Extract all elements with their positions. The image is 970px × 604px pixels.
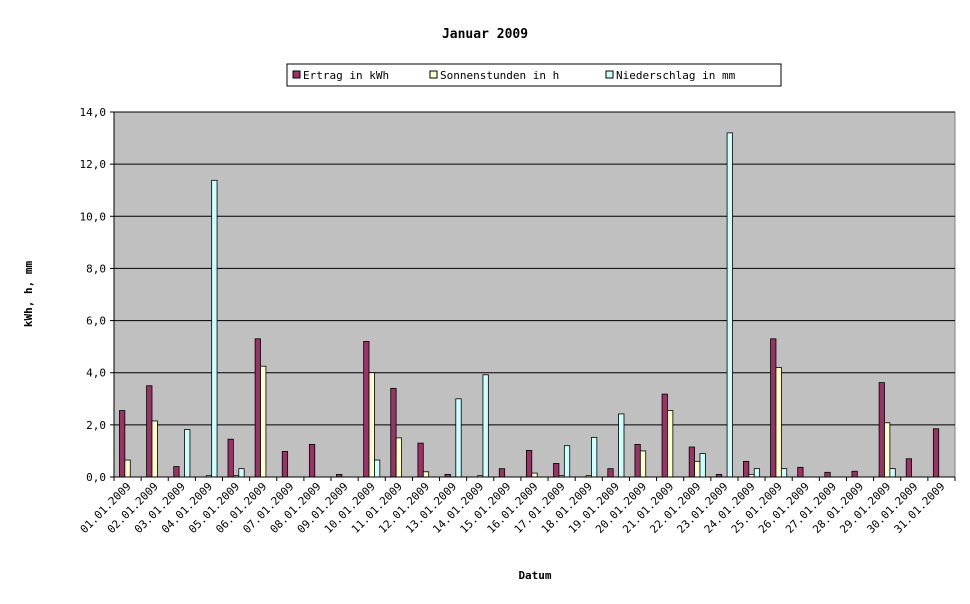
bar-ertrag (905, 458, 913, 478)
bar-niederschlag (699, 453, 706, 478)
bar-niederschlag (455, 398, 462, 478)
y-axis-ticks: 0,0 2,0 4,0 6,0 8,0 10,0 12,0 14,0 (80, 106, 114, 484)
x-axis-ticks: 01.01.200902.01.200903.01.200904.01.2009… (78, 477, 956, 536)
bars (119, 132, 940, 478)
bar-ertrag (634, 444, 641, 478)
bar-niederschlag (374, 459, 381, 478)
bar-ertrag (227, 438, 234, 478)
bar-ertrag (119, 410, 126, 478)
bar-niederschlag (753, 468, 761, 478)
bar-sonnenstunden (694, 460, 701, 478)
bar-ertrag (797, 466, 804, 478)
bar-ertrag (878, 382, 885, 478)
bar-sonnenstunden (775, 367, 782, 478)
bar-ertrag (173, 466, 180, 478)
bar-sonnenstunden (395, 437, 402, 478)
bar-niederschlag (211, 179, 218, 478)
bar-ertrag (498, 468, 506, 478)
legend-swatch-ertrag (292, 70, 301, 79)
bar-ertrag (281, 451, 289, 478)
bar-sonnenstunden (884, 422, 891, 478)
bar-ertrag (688, 446, 695, 478)
chart-title: Januar 2009 (442, 27, 528, 42)
bar-ertrag (607, 468, 614, 478)
bar-niederschlag (563, 445, 571, 478)
y-tick-label: 10,0 (80, 210, 107, 223)
bar-niederschlag (780, 468, 788, 478)
bar-niederschlag (726, 132, 733, 478)
legend-swatch-niederschlag (605, 70, 614, 79)
y-axis-label: kWh, h, mm (22, 261, 35, 328)
y-tick-label: 12,0 (80, 158, 107, 171)
y-tick-label: 14,0 (80, 106, 107, 119)
bar-niederschlag (591, 436, 598, 478)
plot-area (113, 111, 956, 478)
y-tick-label: 2,0 (86, 419, 106, 432)
bar-ertrag (743, 460, 750, 478)
bar-sonnenstunden (124, 459, 131, 478)
bar-niederschlag (618, 413, 625, 478)
bar-sonnenstunden (531, 472, 538, 478)
bar-ertrag (254, 338, 261, 478)
bar-ertrag (770, 338, 777, 478)
bar-sonnenstunden (422, 471, 430, 478)
bar-sonnenstunden (368, 372, 375, 478)
legend-label-ertrag: Ertrag in kWh (303, 69, 389, 82)
legend-label-sonnenstunden: Sonnenstunden in h (440, 69, 559, 82)
bar-niederschlag (184, 429, 191, 478)
legend-label-niederschlag: Niederschlag in mm (616, 69, 736, 82)
bar-ertrag (363, 341, 370, 478)
bar-ertrag (417, 442, 424, 478)
bar-ertrag (932, 428, 940, 478)
bar-ertrag (526, 450, 533, 478)
bar-sonnenstunden (667, 410, 674, 478)
bar-ertrag (553, 463, 560, 478)
y-tick-label: 8,0 (86, 262, 106, 275)
bar-ertrag (146, 385, 153, 478)
bar-sonnenstunden (151, 420, 158, 478)
legend-box (286, 63, 782, 87)
bar-ertrag (308, 444, 316, 478)
x-axis-label: Datum (518, 569, 551, 582)
bar-ertrag (390, 387, 397, 478)
y-tick-label: 6,0 (86, 315, 106, 328)
bar-ertrag (661, 393, 668, 478)
legend-swatch-sonnenstunden (429, 70, 438, 79)
gridlines (114, 111, 955, 426)
bar-niederschlag (889, 468, 896, 478)
bar-ertrag (824, 471, 831, 478)
bar-niederschlag (238, 468, 245, 478)
y-tick-label: 0,0 (86, 471, 106, 484)
bar-sonnenstunden (639, 450, 647, 478)
bar-sonnenstunden (260, 365, 267, 478)
bar-ertrag (851, 470, 858, 478)
bar-niederschlag (482, 374, 489, 478)
legend: Ertrag in kWh Sonnenstunden in h Nieders… (286, 63, 782, 87)
y-tick-label: 4,0 (86, 367, 106, 380)
